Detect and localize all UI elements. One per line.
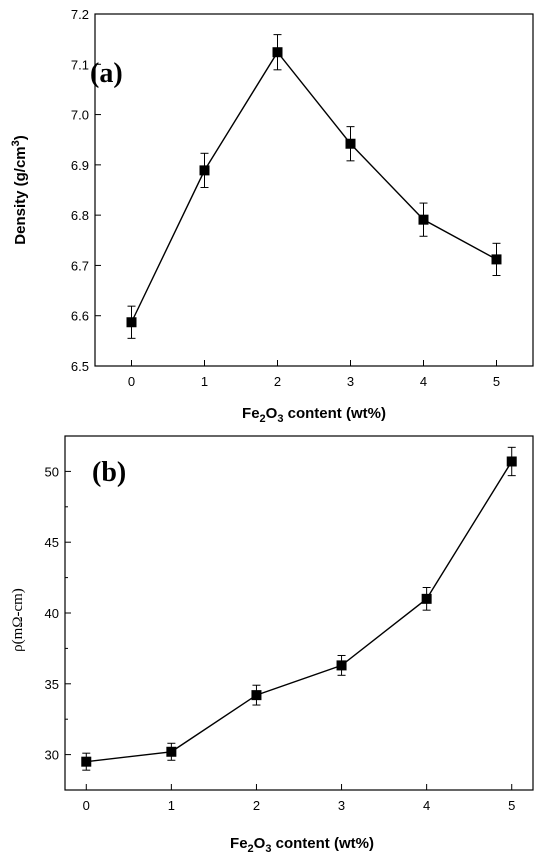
x-tick-label: 4 [420, 374, 427, 389]
y-tick-label: 6.9 [71, 158, 89, 173]
y-tick-label: 7.0 [71, 108, 89, 123]
x-tick-label: 3 [338, 798, 345, 813]
panel-label-b: (b) [92, 457, 126, 488]
data-point [126, 317, 137, 328]
x-tick-label: 2 [274, 374, 281, 389]
y-tick-label: 50 [45, 464, 59, 479]
data-point [81, 756, 92, 767]
y-tick-label: 30 [45, 748, 59, 763]
x-tick-label: 0 [83, 798, 90, 813]
data-point [199, 165, 210, 176]
x-tick-label: 1 [201, 374, 208, 389]
y-tick-label: 6.8 [71, 208, 89, 223]
x-axis-title-b: Fe2O3 content (wt%) [230, 835, 374, 855]
x-tick-label: 4 [423, 798, 430, 813]
x-tick-label: 5 [508, 798, 515, 813]
data-point [272, 47, 283, 58]
data-point [491, 254, 502, 265]
x-tick-label: 2 [253, 798, 260, 813]
data-point [251, 690, 262, 701]
panel-b: (b) Fe2O3 content (wt%) ρ(mΩ-cm) 0 1 2 3 4 53… [10, 435, 534, 855]
data-point [166, 746, 177, 757]
y-tick-label: 35 [45, 677, 59, 692]
y-tick-label: 7.2 [71, 7, 89, 22]
series-line [130, 51, 497, 323]
y-axis-title-a: Density (g/cm3) [10, 135, 29, 244]
series-line [86, 461, 513, 763]
y-tick-label: 6.6 [71, 309, 89, 324]
plot-frame-a [94, 13, 534, 367]
x-axis-title-a: Fe2O3 content (wt%) [242, 405, 386, 425]
panel-label-a: (a) [90, 58, 123, 89]
data-point [418, 214, 429, 225]
x-tick-label: 5 [493, 374, 500, 389]
data-point [345, 138, 356, 149]
x-tick-label: 1 [168, 798, 175, 813]
panel-a: (a) Fe2O3 content (wt%) Density (g/cm3) … [10, 7, 534, 425]
data-point [421, 593, 432, 604]
y-axis-title-b: ρ(mΩ-cm) [10, 588, 26, 652]
data-point [336, 660, 347, 671]
y-tick-label: 6.5 [71, 359, 89, 374]
plot-frame-b [64, 435, 534, 791]
y-tick-label: 6.7 [71, 258, 89, 273]
y-tick-label: 45 [45, 535, 59, 550]
x-tick-label: 0 [128, 374, 135, 389]
y-tick-label: 40 [45, 606, 59, 621]
data-point [506, 456, 517, 467]
x-tick-label: 3 [347, 374, 354, 389]
y-tick-label: 7.1 [71, 57, 89, 72]
